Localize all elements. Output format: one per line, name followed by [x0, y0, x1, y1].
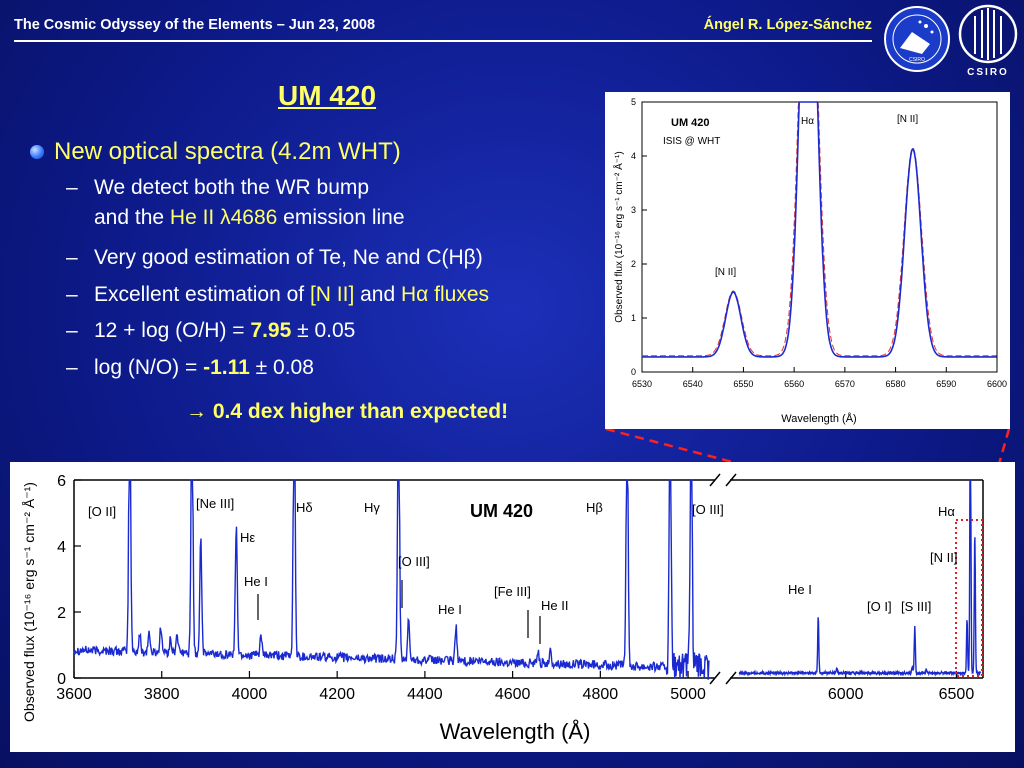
header-left: The Cosmic Odyssey of the Elements – Jun… [14, 17, 376, 33]
inset-ytick-label: 5 [631, 97, 636, 107]
main-xtick-label: 5000 [670, 686, 706, 703]
main-line-label-hei-4471: He I [438, 602, 462, 617]
inset-ytick-label: 4 [631, 151, 636, 161]
main-xtick-label: 6500 [939, 686, 975, 703]
inset-line-nii-right: [N II] [897, 114, 918, 125]
main-ylabel: Observed flux (10⁻¹⁶ erg s⁻¹ cm⁻² Å⁻¹) [21, 482, 37, 722]
inset-xlabel: Wavelength (Å) [781, 412, 856, 425]
main-chart: 0 2 4 6 3600 3800 4000 4200 4400 4600 4800 5000 600… [10, 462, 1015, 752]
sub-bullet-4: –12 + log (O/H) = 7.95 ± 0.05 [66, 319, 356, 342]
main-title: UM 420 [470, 501, 533, 521]
sub-bullet-2: – Very good estimation of Te, Ne and C(Hβ… [66, 246, 483, 269]
inset-ylabel: Observed flux (10⁻¹⁶ erg s⁻¹ cm⁻² Å⁻¹) [612, 151, 625, 322]
bullet-dot-icon [30, 145, 44, 159]
main-line-label-siii: [S III] [901, 599, 931, 614]
zoom-box [955, 519, 983, 677]
main-line-label-nii: [N II] [930, 550, 957, 565]
inset-ytick-label: 3 [631, 205, 636, 215]
conclusion-text: → 0.4 dex higher than expected! [186, 400, 509, 423]
main-line-label-feiii: [Fe III] [494, 584, 531, 599]
main-xtick-label: 4200 [319, 686, 355, 703]
main-xtick-label: 3600 [56, 686, 92, 703]
main-line-label-oiii-4363: [O III] [398, 554, 430, 569]
main-line-label-hei-5876: He I [788, 582, 812, 597]
inset-title: UM 420 [671, 117, 710, 129]
sub-bullet-1-cont: and the He II λ4686 emission line [94, 206, 405, 229]
main-xlabel: Wavelength (Å) [440, 719, 591, 744]
inset-line-nii-left: [N II] [715, 267, 736, 278]
inset-xtick-label: 6560 [784, 379, 804, 389]
inset-xtick-label: 6570 [835, 379, 855, 389]
inset-ytick-label: 1 [631, 313, 636, 323]
header-rule [14, 40, 872, 42]
main-xtick-label: 4600 [495, 686, 531, 703]
main-ytick-label: 6 [57, 473, 66, 490]
main-xtick-label: 4800 [583, 686, 619, 703]
inset-xtick-label: 6530 [632, 379, 652, 389]
main-xtick-label: 6000 [828, 686, 864, 703]
main-xtick-label: 4400 [407, 686, 443, 703]
main-ytick-label: 2 [57, 605, 66, 622]
main-line-label-heii: He II [541, 598, 568, 613]
inset-line-halpha: Hα [801, 116, 814, 127]
main-xtick-label: 4000 [232, 686, 268, 703]
inset-xtick-label: 6590 [936, 379, 956, 389]
main-line-label-hei-4026: He I [244, 574, 268, 589]
inset-ytick-label: 0 [631, 367, 636, 377]
inset-xtick-label: 6580 [886, 379, 906, 389]
logo-left-text: CSIRO [909, 57, 925, 63]
main-line-label-oii: [O II] [88, 504, 116, 519]
main-line-label-hgamma: Hγ [364, 500, 380, 515]
main-xtick-label: 3800 [144, 686, 180, 703]
main-line-label-neiii: [Ne III] [196, 496, 234, 511]
inset-subtitle: ISIS @ WHT [663, 136, 720, 147]
sub-bullet-5: – log (N/O) = -1.11 ± 0.08 [66, 356, 314, 379]
main-ytick-label: 4 [57, 539, 66, 556]
csiro-logo: CSIRO [958, 4, 1018, 78]
main-ytick-label: 0 [57, 671, 66, 688]
slide-title: UM 420 [278, 80, 377, 111]
inset-xtick-label: 6540 [683, 379, 703, 389]
main-bullet-text: New optical spectra (4.2m WHT) [54, 138, 401, 165]
observatory-logo: CSIRO [884, 6, 950, 72]
main-bullet: New optical spectra (4.2m WHT) [30, 138, 401, 166]
inset-xtick-label: 6600 [987, 379, 1007, 389]
inset-ytick-label: 2 [631, 259, 636, 269]
main-line-label-halpha: Hα [938, 504, 955, 519]
logo-right-text: CSIRO [967, 67, 1009, 78]
header-right: Ángel R. López-Sánchez [703, 17, 872, 33]
main-line-label-oiii-5007: [O III] [692, 502, 724, 517]
main-line-label-oi: [O I] [867, 599, 892, 614]
main-line-label-hbeta: Hβ [586, 500, 603, 515]
sub-bullet-1: – We detect both the WR bump [66, 176, 370, 199]
main-line-label-hdelta: Hδ [296, 500, 313, 515]
inset-xtick-label: 6550 [733, 379, 753, 389]
sub-bullet-3: – Excellent estimation of [N II] and Hα f… [66, 283, 489, 306]
main-line-label-heps: Hε [240, 530, 255, 545]
